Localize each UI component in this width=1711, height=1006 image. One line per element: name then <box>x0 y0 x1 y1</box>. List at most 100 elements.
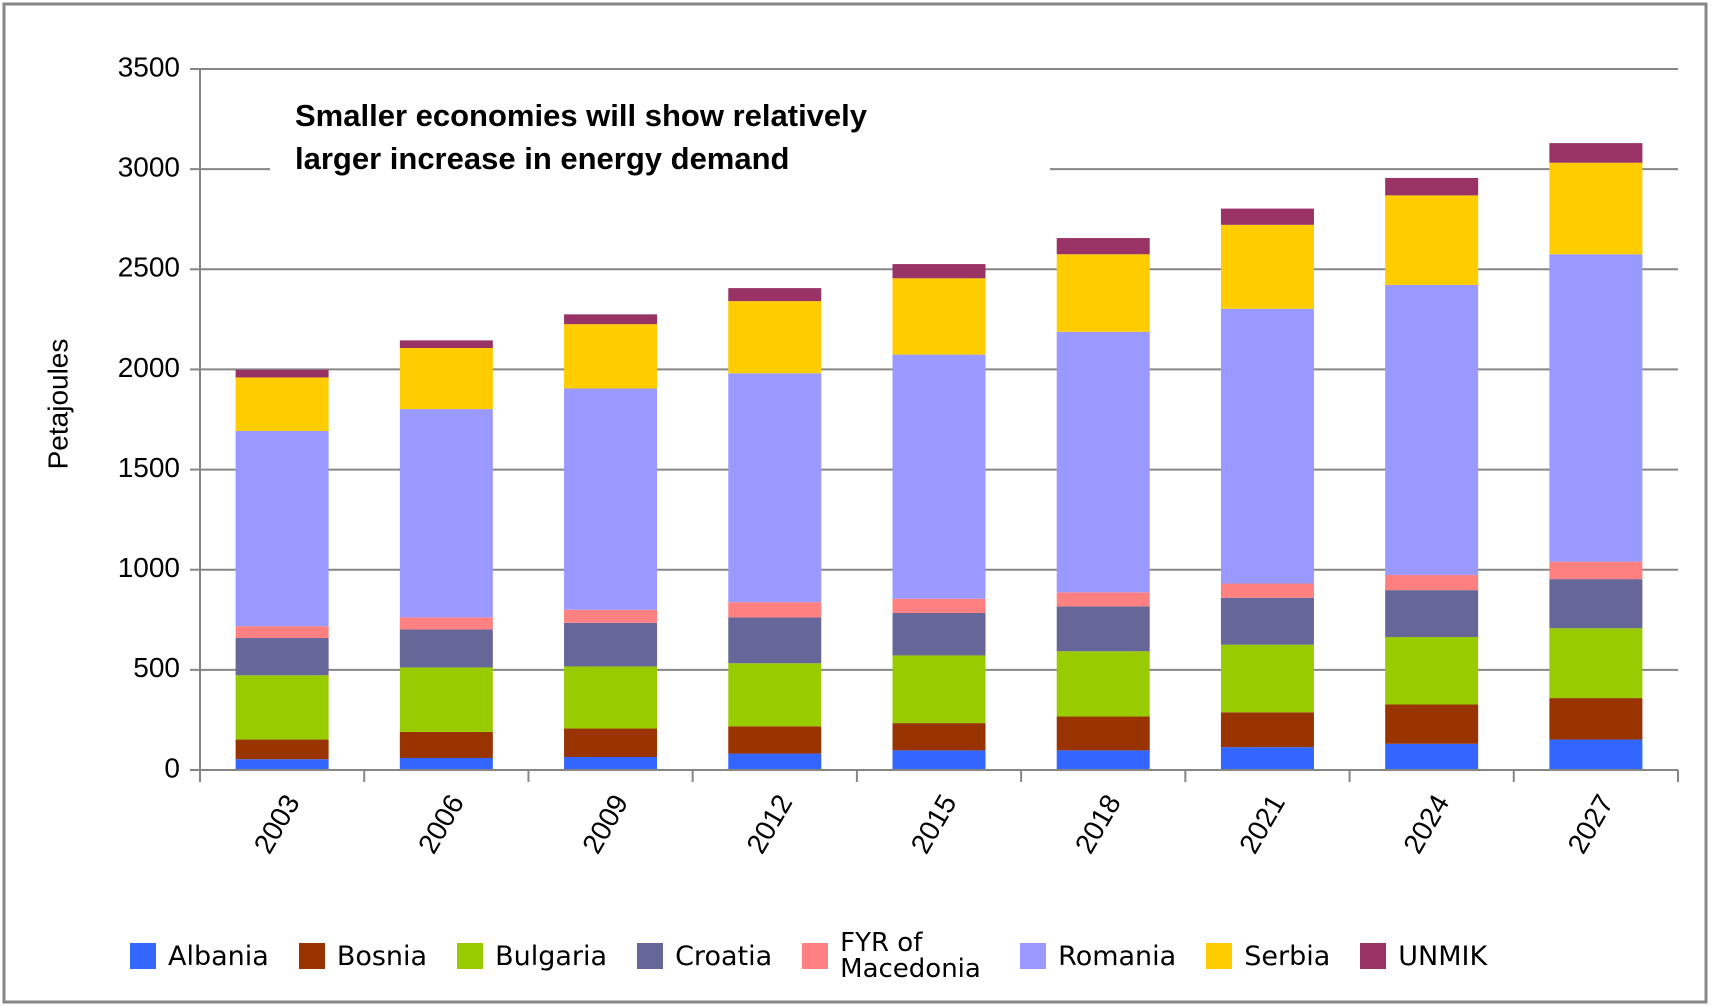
legend-item: Croatia <box>637 943 772 970</box>
bar-segment <box>1549 254 1643 562</box>
bar-segment <box>1385 590 1479 638</box>
y-tick-label: 3500 <box>118 51 180 82</box>
annotation: larger increase in energy demand <box>295 141 790 176</box>
legend-label: Romania <box>1058 940 1177 972</box>
bar-segment <box>892 278 986 355</box>
bar-segment <box>399 731 493 758</box>
bar-segment <box>1385 704 1479 744</box>
legend-label: Croatia <box>675 940 773 972</box>
bar-segment <box>1220 644 1314 713</box>
bar-segment <box>235 739 329 760</box>
bar-segment <box>564 314 658 325</box>
bar-segment <box>235 638 329 676</box>
bar-segment <box>728 726 822 754</box>
y-tick-label: 3000 <box>118 152 180 183</box>
legend-swatch <box>802 943 829 969</box>
bar-segment <box>728 617 822 664</box>
legend-label: Albania <box>168 940 269 972</box>
legend-swatch <box>637 943 664 969</box>
bar-segment <box>564 324 658 389</box>
bar-segment <box>728 288 822 302</box>
legend-swatch <box>130 943 156 969</box>
bar-segment <box>1220 747 1314 770</box>
y-tick-label: 1500 <box>118 452 180 483</box>
legend-item: FYR of Macedonia <box>802 930 990 982</box>
legend-item: UNMIK <box>1360 943 1487 970</box>
bar-segment <box>1056 750 1150 770</box>
bar-segment <box>1385 743 1479 770</box>
bar-segment <box>892 354 986 599</box>
bars <box>235 143 1643 770</box>
bar-segment <box>1220 208 1314 225</box>
bar-segment <box>1549 628 1643 699</box>
bar-segment <box>399 667 493 732</box>
y-tick-label: 2500 <box>118 252 180 283</box>
bar-segment <box>235 430 329 627</box>
legend-label: UNMIK <box>1398 940 1488 972</box>
bar-segment <box>892 598 986 613</box>
legend-item: Romania <box>1020 943 1176 970</box>
bar-segment <box>1220 308 1314 584</box>
legend-label: Serbia <box>1244 940 1331 972</box>
bar-segment <box>1220 583 1314 598</box>
bar-segment <box>1549 698 1643 740</box>
legend-swatch <box>1206 943 1233 969</box>
bar-segment <box>399 340 493 348</box>
legend-item: Serbia <box>1206 943 1330 970</box>
y-tick-label: 2000 <box>118 352 180 383</box>
bar-segment <box>399 617 493 630</box>
bar-segment <box>235 626 329 639</box>
bar-segment <box>399 629 493 668</box>
legend-swatch <box>298 943 325 969</box>
bar-segment <box>1385 637 1479 705</box>
bar-segment <box>564 728 658 757</box>
y-tick-label: 500 <box>133 652 180 683</box>
bar-segment <box>399 347 493 410</box>
bar-segment <box>399 757 493 770</box>
bar-segment <box>1056 592 1150 607</box>
bar-segment <box>1056 651 1150 717</box>
bar-segment <box>1220 712 1314 748</box>
bar-segment <box>892 750 986 770</box>
bar-segment <box>1549 739 1643 770</box>
bar-segment <box>1056 254 1150 332</box>
legend-item: Bulgaria <box>457 943 607 970</box>
bar-segment <box>235 759 329 770</box>
bar-segment <box>564 756 658 770</box>
legend-label: FYR of Macedonia <box>840 928 981 984</box>
bar-segment <box>1056 238 1150 255</box>
bar-segment <box>892 264 986 279</box>
bar-segment <box>235 675 329 740</box>
y-tick-label: 1000 <box>118 552 180 583</box>
bar-segment <box>1056 606 1150 652</box>
legend-label: Bosnia <box>336 940 428 972</box>
bar-segment <box>728 602 822 618</box>
bar-segment <box>235 377 329 431</box>
bar-segment <box>235 369 329 378</box>
bar-segment <box>728 373 822 603</box>
bar-segment <box>892 612 986 656</box>
bar-segment <box>1549 143 1643 163</box>
bar-segment <box>892 655 986 724</box>
y-axis-label: Petajoules <box>42 339 73 470</box>
bar-segment <box>1385 195 1479 285</box>
legend-label: Bulgaria <box>495 940 608 972</box>
annotation: Smaller economies will show relatively <box>295 98 868 133</box>
bar-segment <box>1549 561 1643 580</box>
bar-segment <box>1220 224 1314 309</box>
bar-segment <box>564 388 658 610</box>
bar-segment <box>399 409 493 618</box>
bar-segment <box>728 301 822 374</box>
bar-segment <box>564 666 658 729</box>
bar-segment <box>564 609 658 623</box>
bar-segment <box>1220 597 1314 645</box>
bar-segment <box>1056 331 1150 593</box>
bar-segment <box>1385 177 1479 196</box>
legend-swatch <box>1360 943 1387 969</box>
legend-item: Albania <box>130 943 269 970</box>
y-tick-label: 0 <box>164 752 180 783</box>
bar-segment <box>728 753 822 770</box>
bar-segment <box>1549 162 1643 255</box>
legend-swatch <box>1020 943 1047 969</box>
